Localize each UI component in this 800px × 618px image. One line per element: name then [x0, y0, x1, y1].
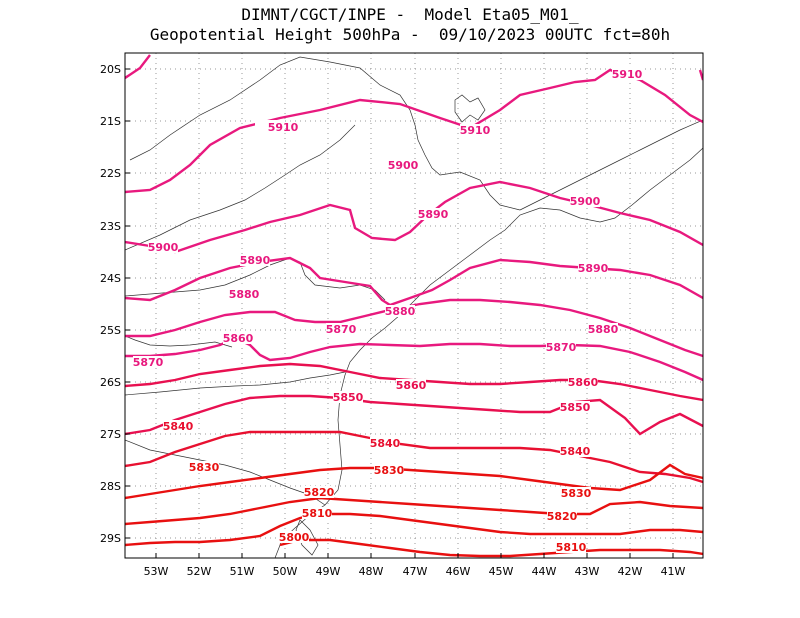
lon-label: 49W — [316, 565, 341, 578]
contour-label: 5840 — [370, 437, 401, 450]
state-border-sc-rs — [125, 439, 326, 506]
contour-label: 5880 — [588, 323, 619, 336]
lat-label: 28S — [100, 480, 121, 493]
contour-label: 5870 — [133, 356, 164, 369]
contour-label: 5860 — [396, 379, 427, 392]
contour-5850 — [125, 394, 703, 436]
contour-label: 5900 — [148, 241, 179, 254]
lon-label: 50W — [273, 565, 298, 578]
state-border-ms-sp — [125, 124, 356, 251]
lon-label: 45W — [489, 565, 514, 578]
contour-label: 5910 — [460, 124, 491, 137]
state-border-pr-sc — [125, 371, 346, 396]
lagoon — [295, 519, 319, 556]
height-contours — [125, 54, 703, 558]
contour-label: 5890 — [578, 262, 609, 275]
contour-5890 — [125, 256, 703, 307]
lon-label: 51W — [230, 565, 255, 578]
contour-labels: 5910 5910 5910 5900 5900 5900 5890 5890 … — [133, 68, 643, 554]
contour-label: 5830 — [189, 461, 220, 474]
contour-label: 5810 — [556, 541, 587, 554]
lon-label: 52W — [187, 565, 212, 578]
coastline — [274, 147, 703, 558]
state-border-mg-rj — [519, 119, 703, 211]
contour-label: 5900 — [570, 195, 601, 208]
contour-label: 5890 — [418, 208, 449, 221]
latitude-labels: 20S 21S 22S 23S 24S 25S 26S 27S 28S 29S — [100, 63, 121, 545]
contour-label: 5860 — [568, 376, 599, 389]
lat-label: 21S — [100, 115, 121, 128]
contour-5910-b — [125, 54, 151, 79]
lat-label: 26S — [100, 376, 121, 389]
contour-label: 5810 — [302, 507, 333, 520]
lon-label: 46W — [446, 565, 471, 578]
paraguay-border — [125, 335, 233, 348]
longitude-labels: 53W 52W 51W 50W 49W 48W 47W 46W 45W 44W … — [144, 565, 686, 578]
lat-label: 23S — [100, 220, 121, 233]
contour-5820 — [125, 496, 703, 526]
lat-label: 20S — [100, 63, 121, 76]
contour-label: 5870 — [326, 323, 357, 336]
contour-label: 5850 — [560, 401, 591, 414]
contour-label: 5830 — [561, 487, 592, 500]
contour-label: 5800 — [279, 531, 310, 544]
contour-5830 — [125, 463, 703, 500]
contour-label: 5860 — [223, 332, 254, 345]
contour-5810 — [125, 512, 703, 547]
lon-label: 47W — [403, 565, 428, 578]
contour-label: 5820 — [304, 486, 335, 499]
contour-label: 5840 — [560, 445, 591, 458]
contour-label: 5850 — [333, 391, 364, 404]
lon-label: 42W — [618, 565, 643, 578]
contour-label: 5870 — [546, 341, 577, 354]
contour-5870 — [125, 336, 703, 382]
contour-5840 — [125, 430, 703, 484]
lat-label: 25S — [100, 324, 121, 337]
contour-label: 5830 — [374, 464, 405, 477]
contour-label: 5880 — [385, 305, 416, 318]
lat-label: 24S — [100, 272, 121, 285]
contour-label: 5900 — [388, 159, 419, 172]
lat-label: 29S — [100, 532, 121, 545]
contour-5910-a — [125, 68, 703, 194]
lat-label: 27S — [100, 428, 121, 441]
contour-label: 5840 — [163, 420, 194, 433]
lon-label: 43W — [575, 565, 600, 578]
lon-label: 41W — [661, 565, 686, 578]
map-title-line-1: DIMNT/CGCT/INPE - Model Eta05_M01_ — [241, 5, 579, 24]
contour-label: 5910 — [612, 68, 643, 81]
lon-label: 53W — [144, 565, 169, 578]
state-border-sp-mg — [129, 56, 521, 211]
contour-label: 5820 — [547, 510, 578, 523]
lake — [454, 94, 486, 123]
contour-label: 5880 — [229, 288, 260, 301]
map-title-line-2: Geopotential Height 500hPa - 09/10/2023 … — [149, 25, 671, 44]
tick-marks — [125, 68, 674, 558]
contour-label: 5890 — [240, 254, 271, 267]
map-frame — [124, 52, 704, 559]
lon-label: 48W — [359, 565, 384, 578]
lon-label: 44W — [532, 565, 557, 578]
contour-label: 5910 — [268, 121, 299, 134]
lat-label: 22S — [100, 167, 121, 180]
contour-5800 — [279, 538, 703, 558]
